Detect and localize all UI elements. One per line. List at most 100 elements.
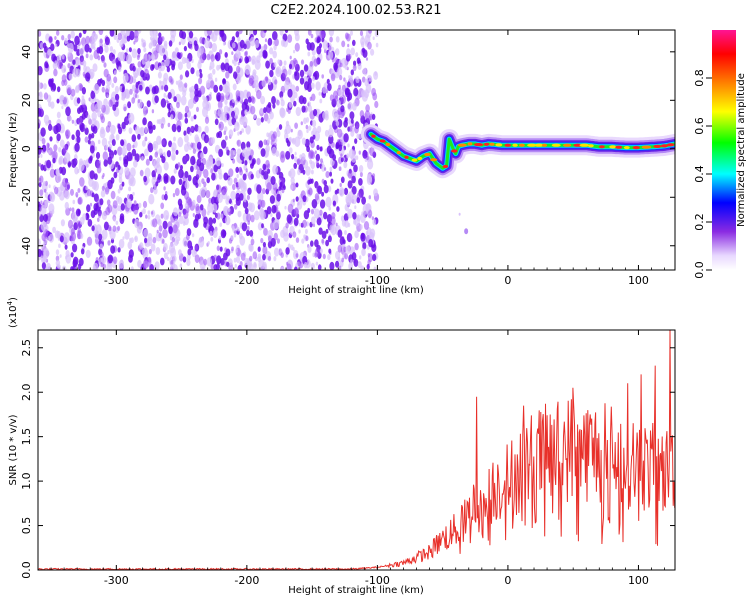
ridge-peak (623, 146, 630, 150)
noise-speck (355, 52, 359, 58)
noise-speck (307, 30, 312, 36)
noise-speck (141, 156, 144, 161)
noise-speck (92, 63, 98, 72)
noise-speck (139, 84, 143, 91)
noise-speck (180, 95, 187, 106)
noise-speck (324, 48, 327, 54)
noise-speck (112, 49, 116, 55)
snr-ylabel: SNR (10 * v/v) (8, 414, 19, 485)
noise-speck (176, 101, 180, 109)
noise-speck (310, 262, 315, 270)
noise-speck (270, 176, 276, 185)
noise-speck (366, 175, 373, 185)
noise-speck (256, 157, 261, 166)
colorbar-tick-label: 0.6 (693, 117, 706, 135)
noise-speck (302, 219, 307, 228)
noise-speck (262, 188, 266, 195)
noise-speck (38, 108, 42, 117)
noise-speck (231, 110, 235, 118)
noise-speck (225, 71, 230, 79)
noise-speck (39, 42, 45, 50)
stray-speck (458, 212, 461, 216)
noise-speck (318, 227, 323, 235)
noise-speck (302, 169, 306, 175)
noise-speck (167, 92, 172, 100)
noise-speck (42, 42, 47, 49)
noise-speck (319, 199, 326, 209)
noise-speck (111, 83, 115, 88)
noise-speck (262, 32, 266, 38)
noise-speck (354, 242, 359, 251)
figure-title: C2E2.2024.100.02.53.R21 (270, 3, 441, 18)
noise-speck (163, 54, 167, 61)
noise-speck (119, 156, 122, 161)
noise-speck (160, 213, 164, 219)
noise-speck (235, 248, 238, 253)
noise-speck (337, 229, 343, 238)
noise-speck (194, 124, 199, 132)
noise-speck (115, 101, 119, 108)
noise-speck (347, 180, 353, 189)
noise-speck (295, 196, 299, 202)
noise-speck (152, 236, 157, 244)
noise-speck (295, 106, 301, 117)
noise-speck (240, 182, 244, 188)
noise-speck (44, 188, 47, 193)
noise-speck (196, 168, 202, 178)
noise-speck (280, 99, 285, 107)
noise-speck (241, 148, 248, 158)
noise-speck (85, 249, 91, 259)
noise-speck (38, 81, 42, 91)
noise-speck (166, 150, 171, 158)
noise-speck (343, 187, 349, 195)
noise-speck (344, 230, 347, 235)
noise-speck (163, 72, 169, 82)
noise-speck (142, 259, 149, 269)
noise-speck (296, 158, 301, 166)
noise-speck (315, 81, 321, 91)
noise-speck (149, 30, 155, 37)
noise-speck (130, 266, 134, 270)
noise-speck (337, 128, 343, 138)
noise-speck (348, 262, 354, 270)
noise-speck (55, 249, 60, 256)
noise-speck (366, 263, 370, 270)
noise-speck (290, 177, 295, 185)
snr-panel: -300 -200 -100 0 100 0.0 0.5 1.0 1.5 2.0 2.5 Heigh… (6, 297, 676, 596)
noise-speck (315, 261, 319, 266)
noise-speck (312, 223, 316, 228)
noise-speck (216, 245, 220, 252)
noise-speck (159, 36, 163, 42)
noise-speck (192, 213, 195, 217)
noise-speck (44, 191, 49, 199)
noise-speck (344, 203, 349, 212)
noise-speck (262, 163, 267, 171)
noise-speck (163, 151, 166, 156)
noise-speck (128, 112, 135, 124)
noise-speck (301, 152, 306, 161)
noise-speck (305, 124, 309, 130)
noise-speck (159, 80, 162, 84)
noise-speck (42, 181, 46, 186)
noise-speck (258, 168, 263, 175)
noise-speck (357, 261, 362, 269)
noise-speck (109, 46, 114, 52)
noise-speck (280, 150, 285, 159)
noise-speck (157, 173, 162, 181)
noise-speck (371, 113, 376, 120)
noise-speck (104, 88, 110, 96)
noise-speck (267, 102, 272, 108)
noise-speck (160, 257, 165, 266)
noise-speck (285, 222, 289, 229)
noise-speck (156, 135, 162, 145)
noise-speck (237, 265, 243, 270)
spectrogram-xtick-label: 0 (504, 274, 511, 287)
noise-speck (61, 105, 64, 110)
noise-speck (146, 100, 151, 108)
noise-speck (41, 137, 46, 145)
noise-speck (191, 233, 195, 238)
noise-speck (131, 48, 138, 59)
noise-speck (335, 120, 340, 127)
noise-speck (203, 221, 207, 228)
noise-speck (307, 179, 311, 185)
